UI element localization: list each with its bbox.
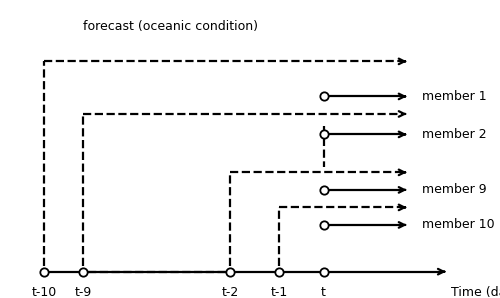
- Text: t-10: t-10: [32, 286, 57, 298]
- Text: t-9: t-9: [75, 286, 92, 298]
- Text: t: t: [321, 286, 326, 298]
- Text: member 10: member 10: [422, 218, 494, 232]
- Text: member 2: member 2: [422, 128, 486, 141]
- Text: member 9: member 9: [422, 183, 486, 196]
- Text: Time (day): Time (day): [451, 286, 500, 298]
- Text: t-2: t-2: [222, 286, 239, 298]
- Text: forecast (oceanic condition): forecast (oceanic condition): [84, 20, 258, 33]
- Text: member 1: member 1: [422, 90, 486, 103]
- Text: t-1: t-1: [271, 286, 288, 298]
